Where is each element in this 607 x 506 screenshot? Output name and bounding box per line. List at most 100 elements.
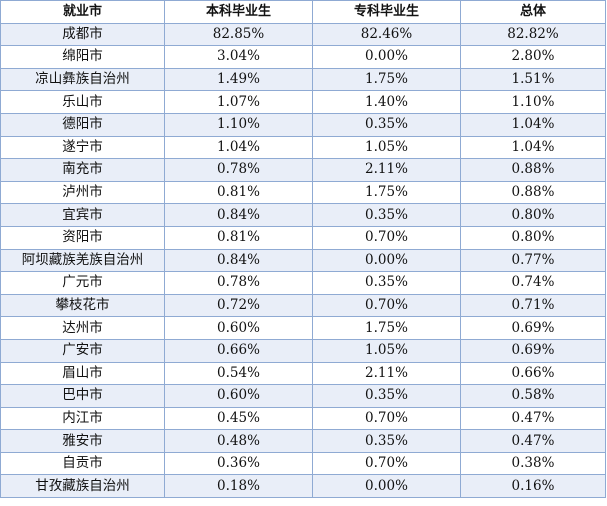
cell-undergraduate: 0.36% [164,451,313,476]
cell-overall: 2.80% [460,45,606,69]
cell-overall: 0.74% [460,271,606,295]
cell-undergraduate: 0.66% [164,338,313,363]
header-undergraduate: 本科毕业生 [164,0,313,24]
cell-undergraduate: 0.60% [164,316,313,340]
cell-city: 绵阳市 [0,45,165,69]
table-row: 凉山彝族自治州 1.49% 1.75% 1.51% [0,67,606,92]
cell-overall: 0.69% [460,338,606,363]
cell-junior-college: 0.35% [312,429,461,453]
cell-overall: 0.80% [460,203,606,227]
cell-undergraduate: 0.72% [164,293,313,318]
table-row: 内江市 0.45% 0.70% 0.47% [0,406,606,431]
cell-junior-college: 1.75% [312,180,461,205]
cell-city: 遂宁市 [0,135,165,160]
cell-junior-college: 0.35% [312,384,461,408]
cell-junior-college: 82.46% [312,22,461,47]
cell-city: 巴中市 [0,384,165,408]
cell-city: 广元市 [0,271,165,295]
table-row: 广安市 0.66% 1.05% 0.69% [0,338,606,363]
cell-overall: 1.04% [460,112,606,137]
table-row: 泸州市 0.81% 1.75% 0.88% [0,180,606,205]
cell-junior-college: 0.35% [312,271,461,295]
cell-undergraduate: 1.07% [164,90,313,114]
cell-junior-college: 0.00% [312,474,461,499]
table-row: 眉山市 0.54% 2.11% 0.66% [0,361,606,386]
table-row: 南充市 0.78% 2.11% 0.88% [0,158,606,182]
cell-overall: 0.71% [460,293,606,318]
cell-undergraduate: 1.49% [164,67,313,92]
cell-overall: 0.16% [460,474,606,499]
cell-city: 宜宾市 [0,203,165,227]
cell-undergraduate: 0.81% [164,180,313,205]
cell-undergraduate: 1.10% [164,112,313,137]
cell-overall: 1.51% [460,67,606,92]
table-row: 广元市 0.78% 0.35% 0.74% [0,271,606,295]
cell-city: 泸州市 [0,180,165,205]
cell-junior-college: 0.00% [312,45,461,69]
cell-overall: 0.80% [460,225,606,250]
table-row: 攀枝花市 0.72% 0.70% 0.71% [0,293,606,318]
cell-undergraduate: 82.85% [164,22,313,47]
cell-city: 雅安市 [0,429,165,453]
table-row: 绵阳市 3.04% 0.00% 2.80% [0,45,606,69]
header-junior-college: 专科毕业生 [312,0,461,24]
cell-city: 甘孜藏族自治州 [0,474,165,499]
table-row: 阿坝藏族羌族自治州 0.84% 0.00% 0.77% [0,248,606,273]
table-row: 雅安市 0.48% 0.35% 0.47% [0,429,606,453]
cell-undergraduate: 0.48% [164,429,313,453]
cell-city: 阿坝藏族羌族自治州 [0,248,165,273]
cell-city: 乐山市 [0,90,165,114]
cell-junior-college: 0.35% [312,112,461,137]
cell-junior-college: 0.70% [312,225,461,250]
cell-undergraduate: 0.54% [164,361,313,386]
cell-city: 广安市 [0,338,165,363]
cell-undergraduate: 0.18% [164,474,313,499]
table-row: 巴中市 0.60% 0.35% 0.58% [0,384,606,408]
cell-junior-college: 0.00% [312,248,461,273]
table-row: 宜宾市 0.84% 0.35% 0.80% [0,203,606,227]
cell-city: 南充市 [0,158,165,182]
table-row: 自贡市 0.36% 0.70% 0.38% [0,451,606,476]
cell-city: 内江市 [0,406,165,431]
cell-junior-college: 0.70% [312,293,461,318]
table-row: 资阳市 0.81% 0.70% 0.80% [0,225,606,250]
cell-junior-college: 1.75% [312,316,461,340]
cell-undergraduate: 0.81% [164,225,313,250]
cell-city: 凉山彝族自治州 [0,67,165,92]
cell-city: 资阳市 [0,225,165,250]
cell-city: 自贡市 [0,451,165,476]
cell-junior-college: 2.11% [312,361,461,386]
cell-junior-college: 1.75% [312,67,461,92]
cell-overall: 0.69% [460,316,606,340]
table-row: 成都市 82.85% 82.46% 82.82% [0,22,606,47]
cell-overall: 82.82% [460,22,606,47]
cell-junior-college: 0.70% [312,406,461,431]
cell-undergraduate: 0.78% [164,158,313,182]
cell-undergraduate: 0.84% [164,203,313,227]
cell-undergraduate: 1.04% [164,135,313,160]
cell-overall: 1.10% [460,90,606,114]
cell-overall: 0.66% [460,361,606,386]
cell-overall: 0.58% [460,384,606,408]
table-header-row: 就业市 本科毕业生 专科毕业生 总体 [0,0,606,24]
table-row: 德阳市 1.10% 0.35% 1.04% [0,112,606,137]
cell-city: 攀枝花市 [0,293,165,318]
table-row: 甘孜藏族自治州 0.18% 0.00% 0.16% [0,474,606,499]
table-row: 达州市 0.60% 1.75% 0.69% [0,316,606,340]
cell-city: 德阳市 [0,112,165,137]
table-row: 乐山市 1.07% 1.40% 1.10% [0,90,606,114]
header-city: 就业市 [0,0,165,24]
cell-junior-college: 0.35% [312,203,461,227]
cell-city: 成都市 [0,22,165,47]
cell-overall: 0.88% [460,158,606,182]
cell-undergraduate: 3.04% [164,45,313,69]
table-body: 成都市 82.85% 82.46% 82.82% 绵阳市 3.04% 0.00% 2.80% 凉… [0,22,606,499]
cell-overall: 1.04% [460,135,606,160]
cell-undergraduate: 0.60% [164,384,313,408]
cell-undergraduate: 0.78% [164,271,313,295]
cell-junior-college: 2.11% [312,158,461,182]
cell-overall: 0.47% [460,406,606,431]
cell-overall: 0.77% [460,248,606,273]
